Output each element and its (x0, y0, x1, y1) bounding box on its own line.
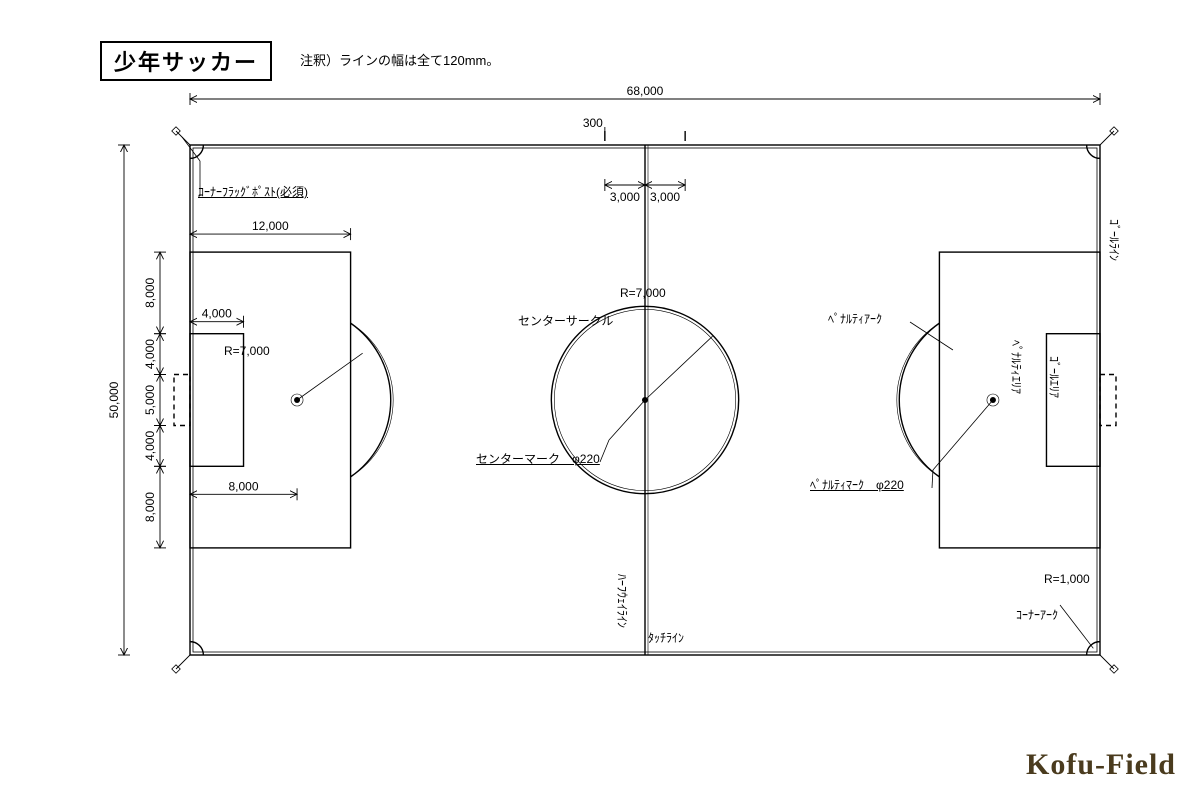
svg-text:4,000: 4,000 (202, 307, 232, 321)
svg-text:8,000: 8,000 (143, 278, 157, 308)
svg-text:4,000: 4,000 (143, 339, 157, 369)
corner-r-label: R=1,000 (1044, 572, 1090, 586)
center-circle-label: センターサークル (518, 312, 613, 329)
svg-text:8,000: 8,000 (229, 479, 259, 493)
halfway-line-label: ﾊｰﾌｳｪｲﾗｲﾝ (614, 574, 631, 628)
corner-arc-label: ｺｰﾅｰｱｰｸ (1016, 606, 1058, 623)
corner-flag-label: ｺｰﾅｰﾌﾗｯｸﾞﾎﾟｽﾄ(必須) (198, 183, 308, 200)
svg-text:50,000: 50,000 (107, 381, 121, 418)
brand-logo: Kofu-Field (1026, 748, 1176, 782)
goal-area-label: ｺﾞｰﾙｴﾘｱ (1046, 356, 1063, 398)
touch-line-label: ﾀｯﾁﾗｲﾝ (648, 629, 684, 646)
penalty-r-label: R=7,000 (224, 344, 270, 358)
penalty-area-label: ﾍﾟﾅﾙﾃｨｴﾘｱ (1008, 340, 1025, 394)
svg-text:300: 300 (583, 116, 603, 130)
svg-text:3,000: 3,000 (650, 190, 680, 204)
penalty-mark-label: ﾍﾟﾅﾙﾃｨﾏｰｸ φ220 (810, 476, 904, 493)
svg-text:12,000: 12,000 (252, 219, 289, 233)
penalty-arc-label: ﾍﾟﾅﾙﾃｨｱｰｸ (828, 310, 882, 327)
goal-line-label: ｺﾞｰﾙﾗｲﾝ (1106, 219, 1123, 261)
field-diagram: 68,000 50,000 12,000 4,000 8,000 8,000 4,000 5,… (0, 0, 1200, 800)
svg-text:8,000: 8,000 (143, 492, 157, 522)
center-r-label: R=7,000 (620, 286, 666, 300)
svg-text:5,000: 5,000 (143, 385, 157, 415)
svg-text:4,000: 4,000 (143, 431, 157, 461)
svg-text:3,000: 3,000 (610, 190, 640, 204)
center-mark-label: センターマーク φ220 (476, 450, 600, 467)
svg-text:68,000: 68,000 (627, 84, 664, 98)
